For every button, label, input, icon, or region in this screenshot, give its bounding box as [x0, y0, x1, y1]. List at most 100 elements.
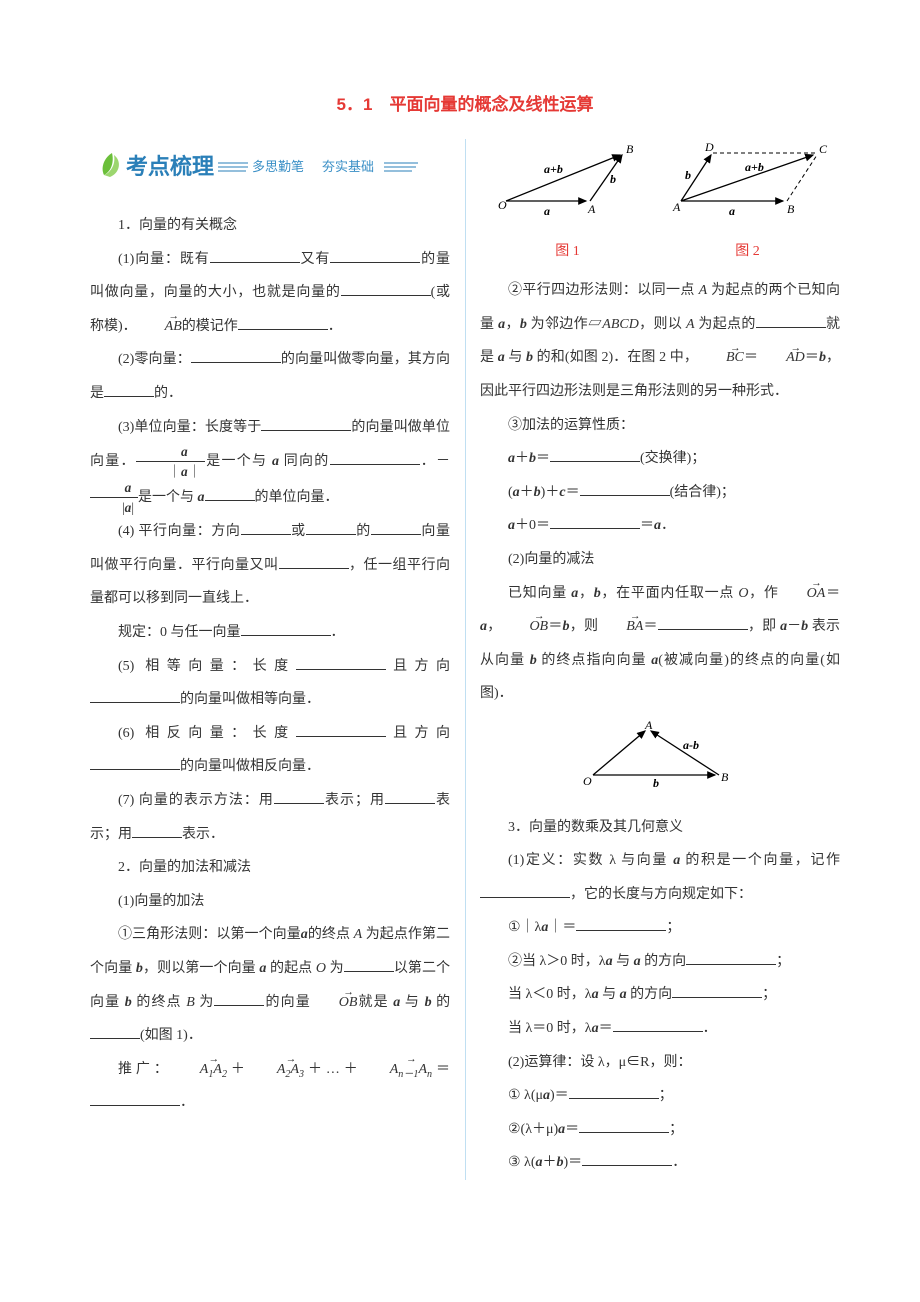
text: ｜＝	[548, 920, 576, 935]
text: ① λ(μ	[508, 1088, 543, 1103]
vec-a: a	[125, 500, 132, 515]
text: ，即	[748, 619, 777, 634]
vec-a: a	[654, 518, 661, 533]
vec-a: a	[259, 961, 266, 976]
blank	[550, 450, 640, 463]
s3-law2: ②(λ＋μ)a＝；	[480, 1113, 840, 1147]
text: 当 λ＜0 时，λ	[508, 987, 592, 1002]
blank	[132, 825, 182, 838]
text: 当 λ＝0 时，λ	[508, 1021, 592, 1036]
s3-r3: 当 λ＜0 时，λa 与 a 的方向；	[480, 978, 840, 1012]
text: ＝	[565, 1122, 579, 1137]
blank	[330, 453, 420, 466]
text: (2)零向量：	[118, 352, 191, 367]
blank	[579, 1120, 669, 1133]
vec-An-1An: An－1An	[362, 1063, 432, 1080]
blank	[672, 986, 762, 999]
text: (如图 1)．	[140, 1028, 202, 1043]
svg-text:b: b	[610, 172, 616, 186]
sub: 2	[222, 1069, 227, 1080]
text: 就是	[357, 995, 388, 1010]
vec-a: a	[634, 954, 641, 969]
vec-a: a	[508, 451, 515, 466]
eq: ＝	[744, 350, 758, 365]
blank	[658, 618, 748, 631]
figure-2: A B C D a b a+b	[663, 139, 833, 231]
vec-a: a	[301, 927, 308, 942]
text: ②(λ＋μ)	[508, 1122, 558, 1137]
eq: ＝	[432, 1062, 450, 1077]
plus: ＋	[227, 1062, 249, 1077]
text: ；	[666, 920, 680, 935]
plus: ＋	[515, 451, 529, 466]
blank	[686, 952, 776, 965]
vec-a: a	[508, 518, 515, 533]
text: ，它的长度与方向规定如下：	[570, 887, 752, 902]
text: 已知向量	[508, 586, 567, 601]
blank	[279, 556, 349, 569]
svg-text:a-b: a-b	[683, 738, 699, 752]
text: ．	[672, 1155, 686, 1170]
vec-a: a	[393, 995, 400, 1010]
vec-b: b	[529, 451, 536, 466]
figure-subtract: O A B b a-b	[480, 719, 840, 803]
blank	[90, 691, 180, 704]
text: 的向量	[264, 995, 310, 1010]
text: ，则以第一个向量	[143, 961, 256, 976]
svg-text:A: A	[644, 719, 653, 732]
s1-item3: (3)单位向量：长度等于的向量叫做单位向量．a｜a｜是一个与 a 同向的．－a|…	[90, 411, 450, 516]
text: 且方向	[386, 659, 450, 674]
text: 为	[330, 961, 344, 976]
content-columns: 考点梳理 多思勤笔 夯实基础 1．向量的有关概念 (1)向量：既有又有的量叫做	[90, 139, 840, 1180]
blank	[613, 1019, 703, 1032]
svg-text:B: B	[721, 770, 729, 784]
vec-a: a	[620, 987, 627, 1002]
svg-text:b: b	[685, 168, 691, 182]
text: 与	[405, 995, 420, 1010]
fig1-caption: 图 1	[488, 235, 648, 269]
blank	[385, 791, 435, 804]
vec-OA: OA	[779, 587, 826, 601]
svg-text:B: B	[787, 202, 795, 216]
text: A	[390, 1062, 399, 1077]
blank	[214, 993, 264, 1006]
vec-BC: BC	[698, 351, 744, 365]
text: (交换律)；	[640, 451, 705, 466]
sub: n	[427, 1069, 432, 1080]
text: 的向量叫做相等向量．	[180, 692, 320, 707]
blank	[90, 1027, 140, 1040]
banner-main: 考点梳理	[126, 154, 214, 179]
text: ＋0＝	[515, 518, 550, 533]
vec-OB: OB	[501, 620, 548, 634]
banner-sub-right: 夯实基础	[322, 159, 374, 174]
s2-rule1: a＋b＝(交换律)；	[480, 442, 840, 476]
text: ，作	[748, 586, 778, 601]
vec-a: a	[513, 485, 520, 500]
vec-a: a	[592, 987, 599, 1002]
vec-b: b	[594, 586, 601, 601]
text: 的终点	[136, 995, 181, 1010]
vec-a: a	[480, 619, 487, 634]
blank	[756, 315, 826, 328]
blank	[344, 959, 394, 972]
vec-b: b	[557, 1155, 564, 1170]
banner-svg: 考点梳理 多思勤笔 夯实基础	[90, 147, 440, 191]
vec-A1A2: A1A2	[172, 1063, 227, 1080]
blank	[238, 317, 328, 330]
blank	[241, 623, 331, 636]
text: 且方向	[386, 726, 450, 741]
blank	[550, 517, 640, 530]
s3-law1: ① λ(μa)＝；	[480, 1079, 840, 1113]
blank	[341, 284, 431, 297]
s1-item7: (7) 向量的表示方法：用表示；用表示；用表示．	[90, 784, 450, 851]
banner-sub-left: 多思勤笔	[252, 159, 304, 174]
page-title: 5．1 平面向量的概念及线性运算	[90, 90, 840, 115]
text: 为起点的	[698, 317, 755, 332]
blank	[371, 523, 421, 536]
eq: ＝	[643, 619, 657, 634]
svg-text:D: D	[704, 140, 714, 154]
text: 的终点指向向量	[541, 653, 646, 668]
text: 的向量叫做相反向量．	[180, 759, 320, 774]
text: (1)定义：实数 λ 与向量	[508, 853, 668, 868]
text: ，则以	[639, 317, 682, 332]
